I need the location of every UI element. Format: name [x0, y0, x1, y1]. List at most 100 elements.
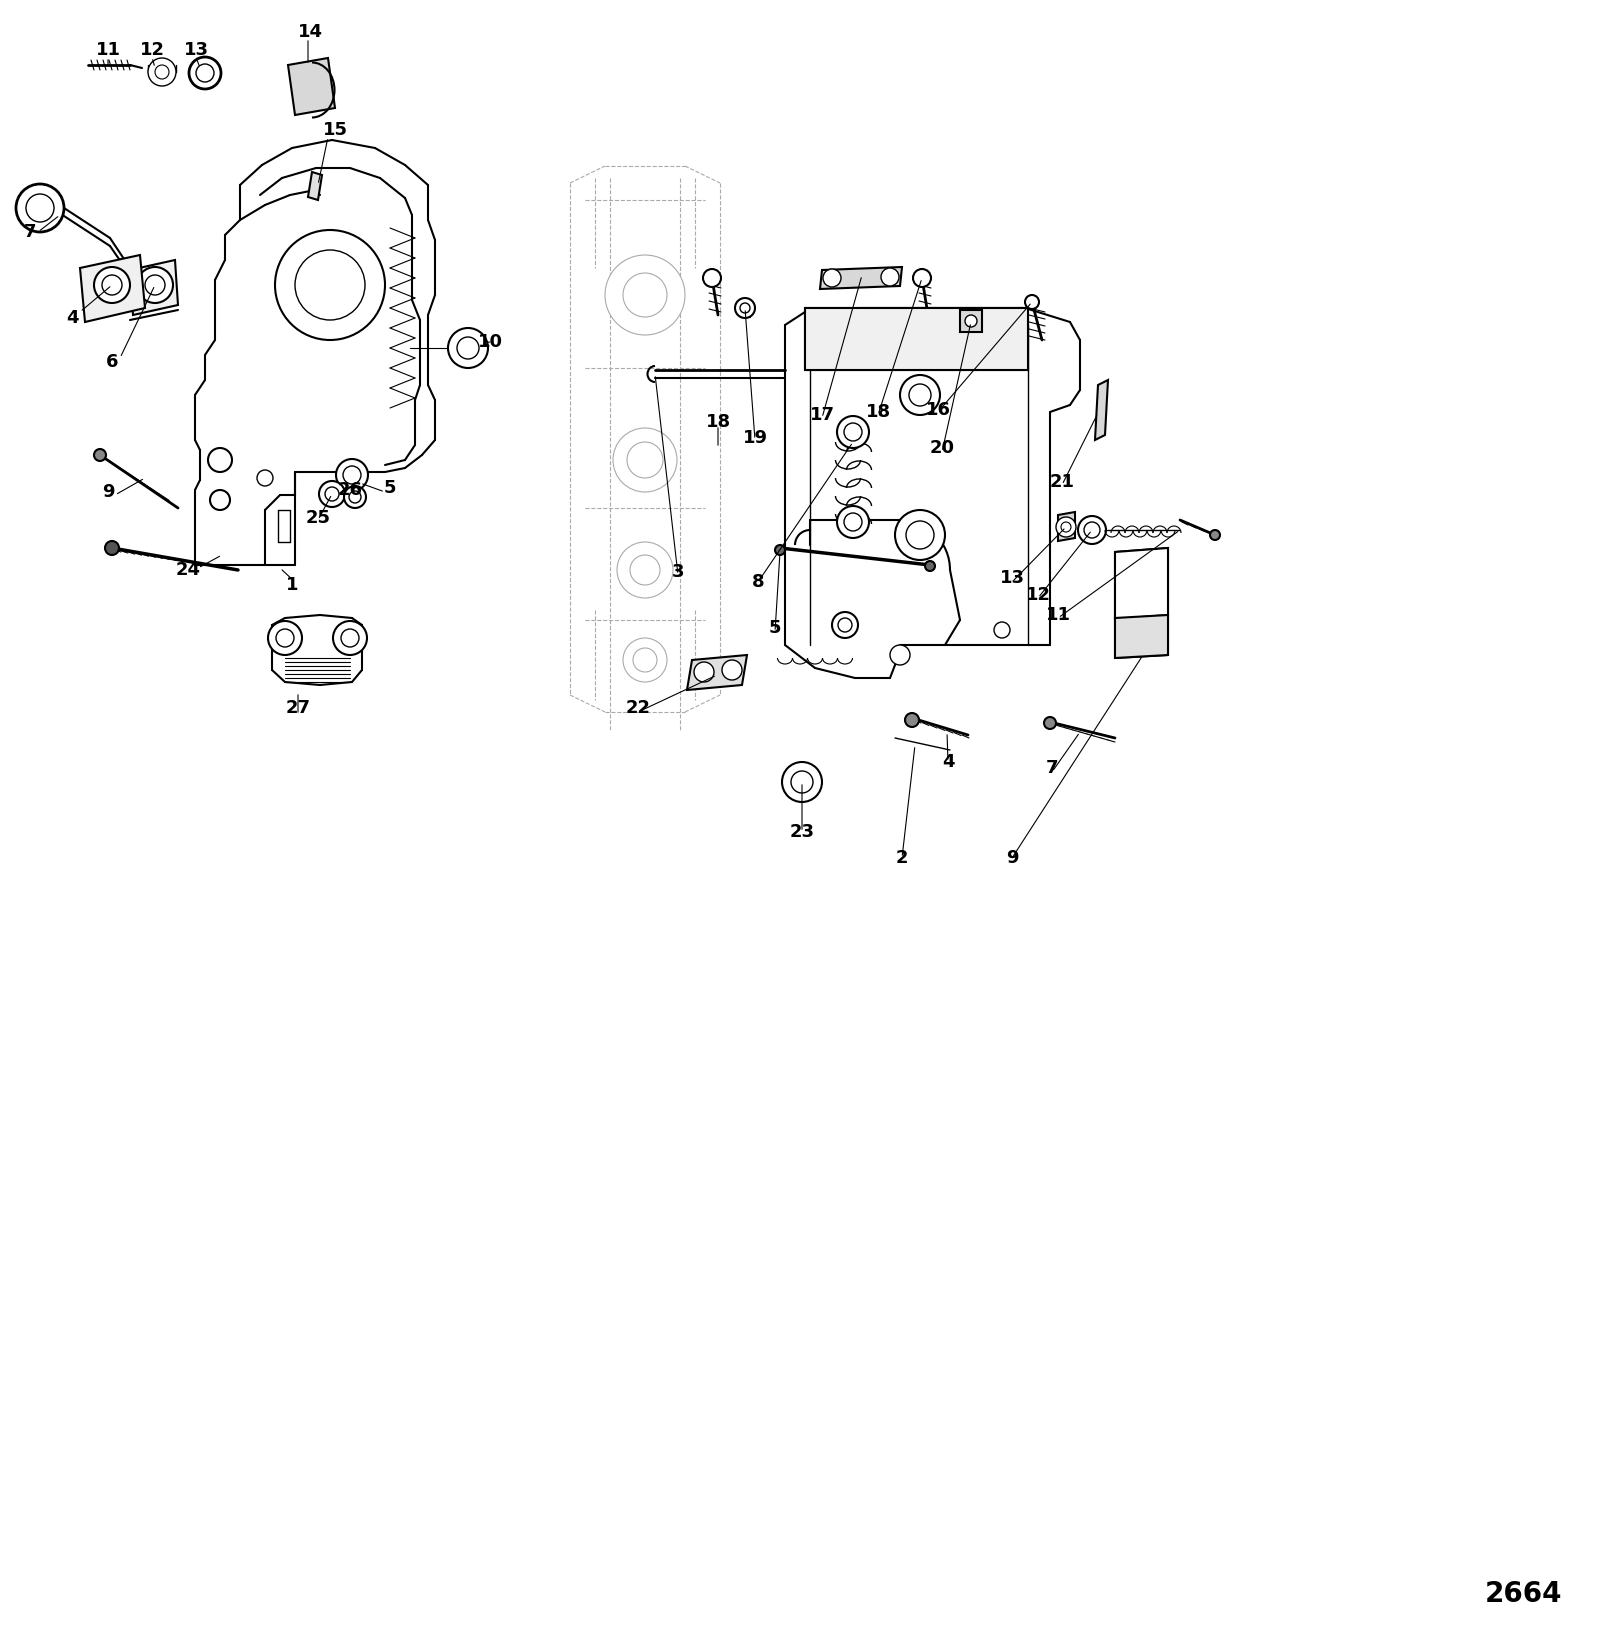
Circle shape	[994, 623, 1010, 637]
Text: 18: 18	[866, 404, 891, 422]
Text: 25: 25	[306, 510, 331, 528]
Circle shape	[627, 443, 662, 479]
Circle shape	[26, 194, 54, 222]
Text: 19: 19	[742, 430, 768, 448]
Circle shape	[734, 297, 755, 319]
Circle shape	[909, 384, 931, 405]
Circle shape	[634, 649, 658, 672]
Circle shape	[106, 541, 118, 556]
Circle shape	[258, 471, 274, 485]
Polygon shape	[80, 255, 146, 322]
Polygon shape	[686, 655, 747, 690]
Circle shape	[822, 270, 842, 288]
Text: 23: 23	[789, 824, 814, 842]
Circle shape	[341, 629, 358, 647]
Circle shape	[965, 315, 978, 327]
Text: 2: 2	[896, 850, 909, 868]
Circle shape	[277, 629, 294, 647]
Text: 10: 10	[477, 333, 502, 351]
Polygon shape	[307, 172, 322, 199]
Circle shape	[890, 645, 910, 665]
Circle shape	[138, 266, 173, 302]
Text: 26: 26	[338, 480, 363, 498]
Circle shape	[325, 487, 339, 502]
Circle shape	[630, 556, 661, 585]
Text: 20: 20	[930, 440, 955, 458]
Circle shape	[622, 637, 667, 681]
Circle shape	[1026, 296, 1038, 309]
Circle shape	[739, 302, 750, 314]
Text: 18: 18	[706, 413, 731, 431]
Circle shape	[838, 618, 851, 632]
Text: 21: 21	[1050, 472, 1075, 490]
Circle shape	[333, 621, 366, 655]
Circle shape	[1210, 529, 1221, 539]
Polygon shape	[1115, 614, 1168, 659]
Circle shape	[1078, 516, 1106, 544]
Circle shape	[790, 771, 813, 792]
Text: 8: 8	[752, 574, 765, 592]
Text: 15: 15	[323, 121, 347, 139]
Circle shape	[837, 507, 869, 538]
Text: 4: 4	[942, 753, 954, 771]
Text: 14: 14	[298, 23, 323, 41]
Text: 7: 7	[1046, 760, 1058, 778]
Circle shape	[210, 490, 230, 510]
Circle shape	[208, 448, 232, 472]
Text: 22: 22	[626, 699, 651, 717]
Polygon shape	[130, 260, 178, 315]
Polygon shape	[805, 307, 1027, 369]
Polygon shape	[960, 310, 982, 332]
Circle shape	[16, 185, 64, 232]
Circle shape	[294, 250, 365, 320]
Text: 3: 3	[672, 564, 685, 582]
Circle shape	[925, 560, 934, 570]
Circle shape	[1085, 521, 1101, 538]
Circle shape	[344, 485, 366, 508]
Circle shape	[845, 513, 862, 531]
Text: 1: 1	[286, 577, 298, 595]
Circle shape	[448, 328, 488, 368]
Circle shape	[147, 57, 176, 87]
Circle shape	[1043, 717, 1056, 729]
Circle shape	[782, 761, 822, 802]
Text: 6: 6	[106, 353, 118, 371]
Circle shape	[195, 64, 214, 82]
Circle shape	[722, 660, 742, 680]
Text: 11: 11	[96, 41, 120, 59]
Circle shape	[102, 275, 122, 296]
Text: 9: 9	[1006, 850, 1018, 868]
Text: 9: 9	[102, 484, 114, 502]
Circle shape	[622, 273, 667, 317]
Circle shape	[1061, 521, 1070, 533]
Text: 12: 12	[139, 41, 165, 59]
Polygon shape	[1094, 381, 1107, 440]
Text: 4: 4	[66, 309, 78, 327]
Circle shape	[694, 662, 714, 681]
Text: 27: 27	[285, 699, 310, 717]
Circle shape	[269, 621, 302, 655]
Circle shape	[882, 268, 899, 286]
Circle shape	[94, 266, 130, 302]
Circle shape	[146, 275, 165, 296]
Circle shape	[189, 57, 221, 88]
Text: 13: 13	[184, 41, 208, 59]
Polygon shape	[288, 57, 334, 114]
Circle shape	[318, 480, 346, 507]
Text: 17: 17	[810, 405, 835, 423]
Circle shape	[894, 510, 946, 560]
Circle shape	[914, 270, 931, 288]
Text: 5: 5	[384, 479, 397, 497]
Circle shape	[155, 65, 170, 78]
Circle shape	[845, 423, 862, 441]
Circle shape	[275, 230, 386, 340]
Circle shape	[336, 459, 368, 490]
Polygon shape	[1115, 547, 1168, 619]
Circle shape	[837, 417, 869, 448]
Circle shape	[349, 490, 362, 503]
Circle shape	[1056, 516, 1075, 538]
Text: 11: 11	[1045, 606, 1070, 624]
Circle shape	[613, 428, 677, 492]
Text: 5: 5	[768, 619, 781, 637]
Circle shape	[906, 521, 934, 549]
